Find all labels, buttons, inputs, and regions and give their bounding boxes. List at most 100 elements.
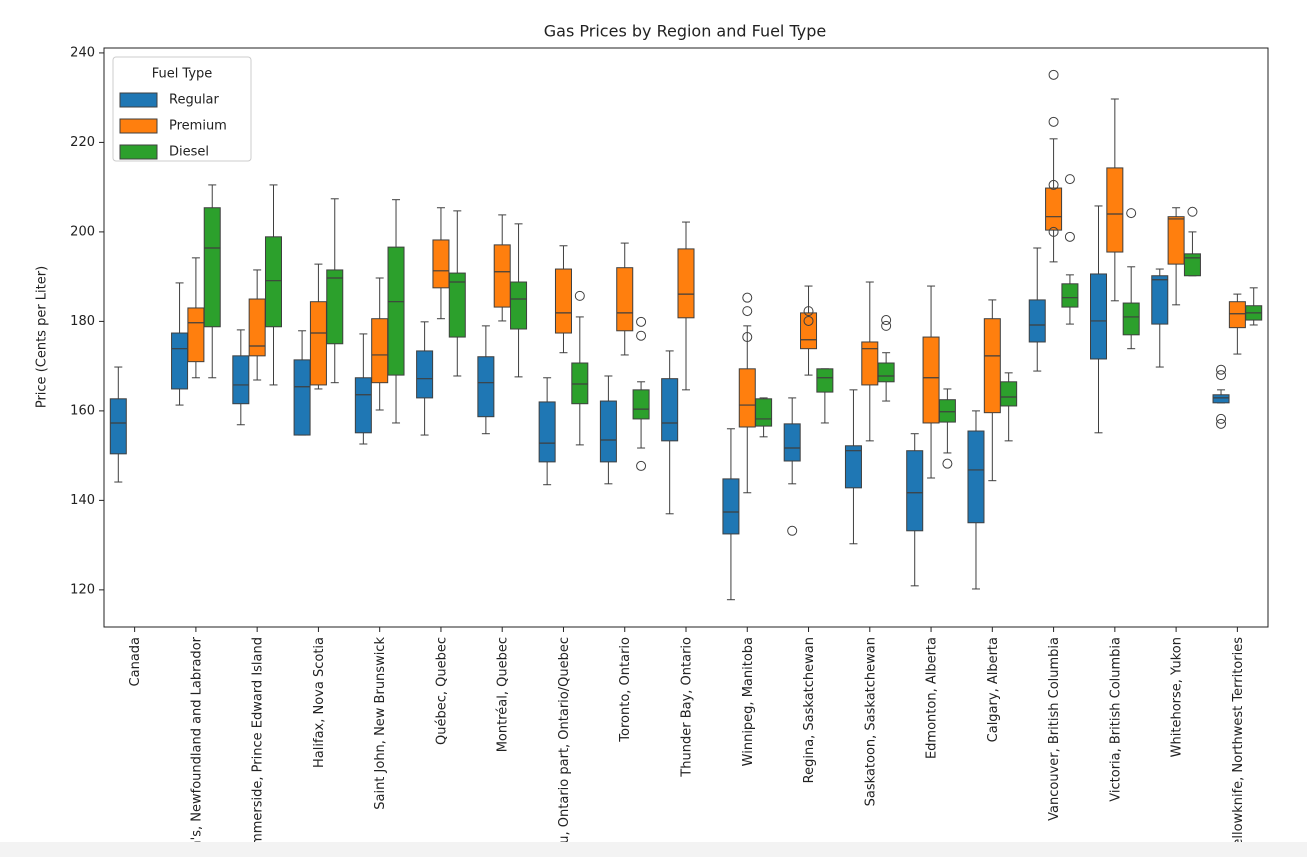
outlier [742, 332, 753, 343]
x-tick-label: Halifax, Nova Scotia [312, 637, 327, 768]
x-tick-label: Toronto, Ontario [618, 637, 633, 743]
x-tick-label: St. John's, Newfoundland and Labrador [189, 636, 204, 857]
x-tick-label: Québec, Quebec [434, 637, 449, 745]
outlier [742, 306, 753, 317]
box [738, 368, 756, 428]
x-tick-label: Thunder Bay, Ontario [680, 637, 695, 778]
outlier [1216, 370, 1227, 381]
y-tick-label: 220 [70, 135, 95, 150]
box [232, 355, 250, 405]
box [354, 377, 372, 434]
y-tick-label: 140 [70, 493, 95, 508]
box [171, 332, 189, 390]
x-tick-label: Victoria, British Columbia [1108, 637, 1123, 802]
box [326, 269, 344, 345]
box [1167, 216, 1185, 265]
box [1090, 273, 1108, 360]
box [1212, 394, 1230, 404]
box [416, 350, 434, 399]
box [661, 378, 679, 442]
box [922, 336, 940, 424]
box [432, 239, 450, 289]
x-tick-label: Charlottetown and Summerside, Prince Edw… [251, 637, 266, 857]
outlier [1216, 364, 1227, 375]
legend-title: Fuel Type [152, 67, 213, 82]
box [844, 445, 862, 489]
y-tick-label: 180 [70, 314, 95, 329]
box [877, 362, 895, 383]
box [938, 399, 956, 423]
outlier [881, 315, 892, 326]
x-tick-label: Montréal, Quebec [496, 637, 511, 752]
legend-box [112, 56, 252, 162]
box [493, 244, 511, 308]
outlier [1048, 69, 1059, 80]
outlier [1064, 174, 1075, 185]
box [677, 248, 695, 319]
box [632, 389, 650, 420]
outlier [1048, 179, 1059, 190]
legend-swatch [119, 92, 158, 108]
x-tick-label: Calgary, Alberta [986, 637, 1001, 742]
box [906, 450, 924, 532]
box [538, 401, 556, 463]
box [1000, 381, 1018, 407]
box [816, 368, 834, 393]
box [1151, 275, 1169, 325]
outlier [636, 316, 647, 327]
box [967, 430, 985, 524]
outlier [1216, 413, 1227, 424]
box [783, 423, 801, 462]
outlier [742, 292, 753, 303]
plot-area: 120 140 160 180 200 220 240 Canada St. John's, N… [70, 45, 1269, 857]
box [800, 312, 818, 350]
outlier [881, 320, 892, 331]
box [387, 246, 405, 376]
outlier [1216, 418, 1227, 429]
box [1228, 301, 1246, 329]
y-tick-label: 200 [70, 224, 95, 239]
box [203, 207, 221, 328]
box [1061, 283, 1079, 308]
box [1183, 253, 1201, 277]
box [599, 400, 617, 463]
outlier [803, 306, 814, 317]
box [554, 268, 572, 334]
box [371, 318, 389, 384]
legend-swatch [119, 118, 158, 134]
box [1106, 167, 1124, 253]
box [616, 267, 634, 332]
legend-swatch [119, 144, 158, 160]
x-tick-label: Ottawa-Gatineau, Ontario part, Ontario/Q… [557, 637, 572, 857]
x-tick-label: Regina, Saskatchewan [802, 637, 817, 783]
box [293, 359, 311, 436]
outlier [787, 525, 798, 536]
x-tick-label: Winnipeg, Manitoba [741, 637, 756, 766]
box [248, 298, 266, 357]
box [722, 478, 740, 535]
x-tick-label: Yellowknife, Northwest Territories [1231, 637, 1246, 854]
outlier [636, 460, 647, 471]
box [264, 236, 282, 328]
outlier [1048, 116, 1059, 127]
box [571, 362, 589, 405]
x-tick-label: Edmonton, Alberta [925, 637, 940, 759]
y-tick-label: 120 [70, 582, 95, 597]
chart-title: Gas Prices by Region and Fuel Type [544, 22, 826, 41]
outlier [803, 315, 814, 326]
box [109, 398, 127, 455]
box [309, 301, 327, 386]
box [510, 281, 528, 330]
box [755, 398, 773, 427]
y-axis-label: Price (Cents per Liter) [35, 266, 50, 408]
legend-label: Diesel [169, 145, 209, 160]
outlier [1064, 231, 1075, 242]
outlier [636, 330, 647, 341]
outlier [574, 290, 585, 301]
outlier [942, 458, 953, 469]
x-tick-label: Whitehorse, Yukon [1170, 637, 1185, 757]
y-tick-label: 160 [70, 403, 95, 418]
box [448, 272, 466, 338]
box [1028, 299, 1046, 343]
